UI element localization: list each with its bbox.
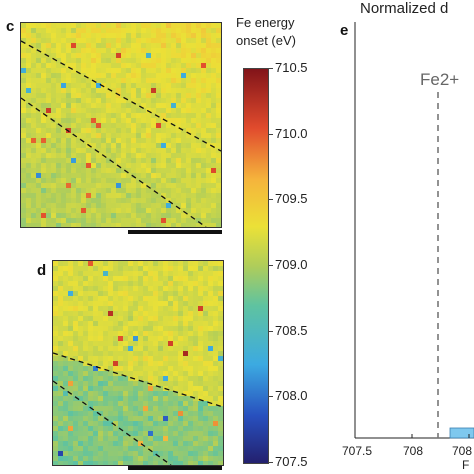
- colorbar-tick-mark: [268, 68, 273, 69]
- panel-d-boundary-line-upper: [53, 352, 223, 408]
- panel-e-title: Normalized d: [360, 0, 449, 17]
- colorbar-tick-label: 710.0: [275, 125, 308, 141]
- colorbar-tick-mark: [268, 396, 273, 398]
- panel-c-boundary-line-lower: [21, 97, 207, 227]
- panel-e-xtick-label-1: 707.5: [342, 444, 373, 458]
- panel-c-boundary-line-upper: [21, 40, 221, 152]
- panel-e-histogram-bar: [449, 427, 474, 439]
- panel-e-fe2-label: Fe2+: [420, 70, 460, 89]
- panel-c-scale-bar: [128, 230, 222, 234]
- colorbar-tick-mark: [268, 199, 273, 201]
- panel-e-xtick-label-3: 708: [452, 444, 473, 458]
- colorbar-tick-mark: [268, 265, 273, 266]
- colorbar-tick-label: 709.0: [275, 257, 308, 272]
- panel-e-plot: [354, 22, 474, 439]
- colorbar-title: Fe energy onset (eV): [236, 14, 296, 50]
- colorbar-tick-mark: [268, 330, 273, 332]
- colorbar-tick-label: 708.5: [275, 322, 308, 338]
- panel-c-energy-map: [20, 22, 222, 228]
- colorbar-tick-label: 710.5: [275, 60, 308, 75]
- panel-d-energy-map: [52, 260, 224, 466]
- panel-d-scale-bar: [128, 466, 222, 470]
- panel-d-boundary-lines: [53, 352, 223, 465]
- panel-e-xtick-label-2: 708: [403, 444, 424, 458]
- panel-c-letter: c: [6, 18, 15, 35]
- panel-d-heatmap-cells: [53, 261, 223, 465]
- panel-d-boundary-line-lower: [53, 380, 172, 465]
- panel-e-xaxis-label-partial: F: [462, 458, 470, 472]
- colorbar-tick-mark: [268, 462, 273, 463]
- colorbar-tick-label: 707.5: [275, 454, 308, 469]
- panel-c-boundary-lines: [21, 40, 221, 227]
- colorbar-tick-mark: [268, 133, 273, 135]
- panel-d-letter: d: [37, 262, 47, 279]
- colorbar-tick-label: 708.0: [275, 388, 308, 404]
- panel-e-letter: e: [340, 22, 349, 39]
- colorbar-gradient: [243, 68, 269, 464]
- colorbar-title-line1: Fe energy: [236, 15, 295, 30]
- colorbar-title-line2: onset (eV): [236, 33, 296, 48]
- colorbar-tick-label: 709.5: [275, 191, 308, 207]
- panel-c-heatmap-cells: [21, 23, 221, 227]
